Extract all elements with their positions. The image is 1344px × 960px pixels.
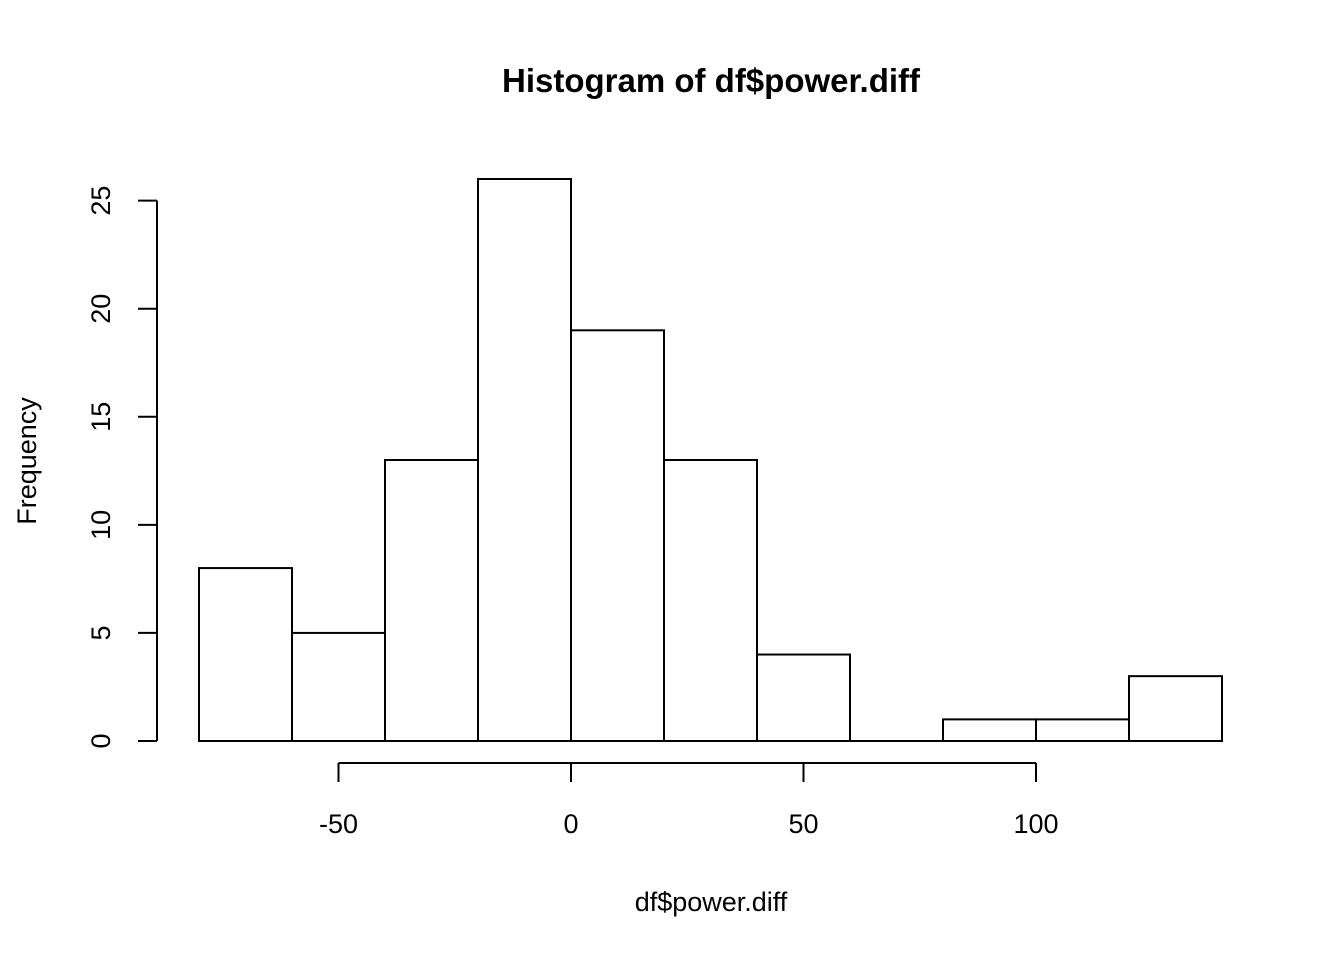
y-axis-label: Frequency (12, 397, 42, 525)
histogram-bar (1128, 675, 1223, 743)
y-tick-label: 20 (86, 294, 116, 324)
x-axis: -50 0 50 100 (319, 762, 1059, 839)
histogram-bar (1035, 718, 1130, 743)
histogram-bar (477, 178, 572, 742)
chart-title: Histogram of df$power.diff (502, 62, 921, 99)
y-tick-label: 25 (86, 186, 116, 216)
y-tick-label: 10 (86, 510, 116, 540)
y-tick-label: 0 (86, 733, 116, 748)
y-tick-label: 5 (86, 625, 116, 640)
x-tick-label: 0 (563, 809, 578, 839)
histogram-bar (198, 567, 293, 742)
histogram-bar (570, 329, 665, 742)
histogram-bars (198, 178, 1223, 743)
histogram-bar (942, 718, 1037, 743)
x-tick-label: 50 (788, 809, 818, 839)
x-axis-label: df$power.diff (635, 887, 788, 917)
y-tick-label: 15 (86, 402, 116, 432)
histogram-bar (663, 459, 758, 742)
histogram-bar (291, 631, 386, 743)
x-tick-label: -50 (319, 809, 358, 839)
histogram-bar (756, 653, 851, 742)
histogram-bar (384, 459, 479, 742)
x-tick-label: 100 (1013, 809, 1058, 839)
y-axis: 0 5 10 15 20 25 (86, 186, 158, 749)
